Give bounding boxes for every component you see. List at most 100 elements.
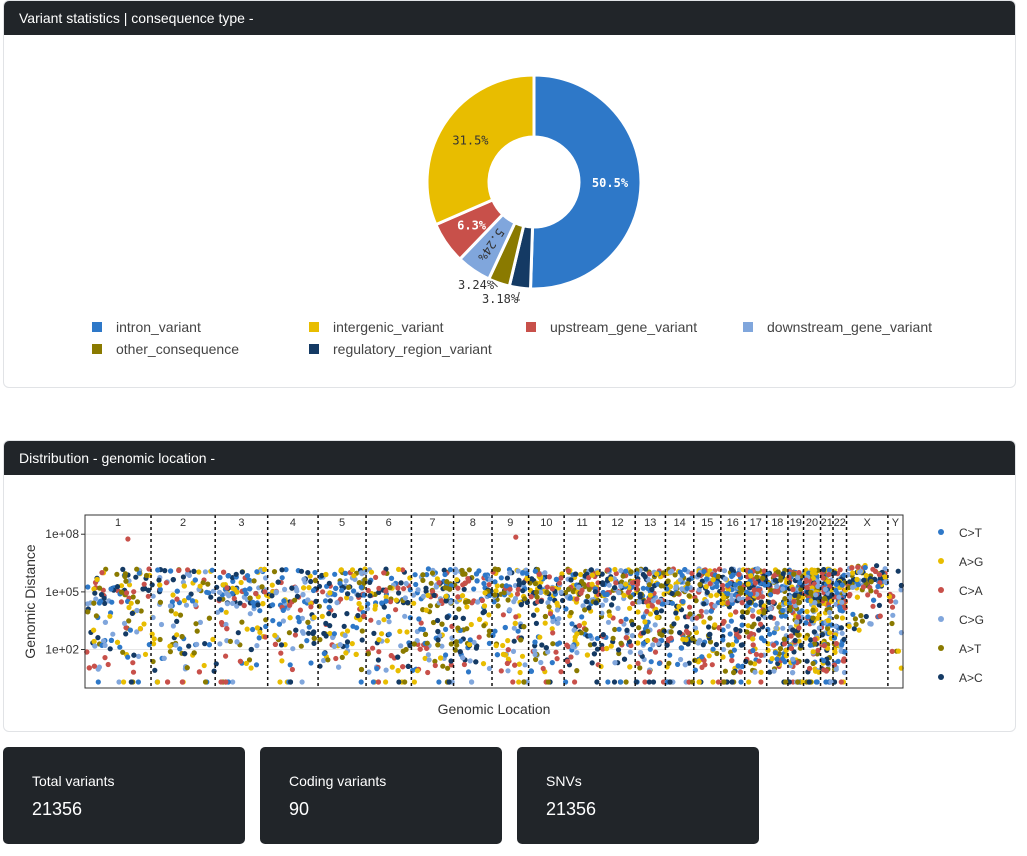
data-point: [627, 649, 633, 655]
data-point: [271, 569, 278, 575]
data-point: [654, 571, 660, 577]
slice-intergenic-variant[interactable]: [425, 73, 536, 227]
total-variants-value: 21356: [32, 799, 83, 819]
data-point: [255, 602, 261, 608]
data-point: [383, 679, 389, 685]
data-point: [771, 630, 777, 636]
legend-item-intron-variant[interactable]: intron_variant: [92, 319, 201, 335]
data-point: [871, 597, 877, 603]
data-point: [821, 643, 828, 649]
data-point: [714, 592, 720, 598]
data-point: [260, 601, 266, 607]
data-point: [439, 621, 445, 627]
data-point: [813, 592, 819, 598]
legend-item-c-t[interactable]: C>T: [938, 526, 983, 540]
total-variants-label: Total variants: [32, 773, 115, 789]
legend-item-c-a[interactable]: C>A: [938, 584, 983, 598]
data-point: [123, 631, 129, 637]
data-point: [623, 568, 629, 574]
data-point: [109, 599, 115, 605]
data-point: [299, 679, 305, 685]
data-point: [815, 583, 821, 589]
data-point: [301, 585, 307, 591]
data-point: [647, 611, 654, 617]
data-point: [371, 630, 377, 636]
data-point: [536, 571, 542, 577]
legend-item-other-consequence[interactable]: other_consequence: [92, 341, 239, 357]
data-point: [655, 599, 661, 605]
legend-item-c-g[interactable]: C>G: [938, 613, 984, 627]
data-point: [233, 571, 239, 577]
data-point: [756, 609, 762, 615]
data-point: [558, 575, 564, 581]
legend-item-upstream-gene-variant[interactable]: upstream_gene_variant: [526, 319, 697, 335]
data-point: [554, 641, 561, 647]
data-point: [298, 568, 305, 574]
data-point: [555, 620, 561, 626]
data-point: [411, 641, 417, 647]
data-point: [102, 600, 108, 606]
data-point: [512, 662, 518, 668]
data-point: [738, 679, 744, 685]
data-point: [342, 570, 348, 576]
data-point: [91, 600, 97, 606]
data-point: [520, 588, 526, 594]
data-point: [513, 614, 519, 620]
data-point: [185, 567, 191, 573]
data-point: [889, 604, 896, 610]
data-point: [287, 602, 293, 608]
legend-item-regulatory-region-variant[interactable]: regulatory_region_variant: [309, 341, 492, 357]
data-point: [790, 670, 796, 676]
data-point: [736, 571, 742, 578]
data-point: [810, 649, 816, 655]
data-point: [152, 667, 158, 673]
legend-item-intergenic-variant[interactable]: intergenic_variant: [309, 319, 444, 335]
legend-item-a-g[interactable]: A>G: [938, 555, 983, 569]
data-point: [522, 662, 528, 668]
chromosome-label-16: 16: [727, 517, 739, 529]
data-point: [338, 567, 344, 573]
data-point: [658, 583, 664, 589]
data-point: [416, 616, 422, 622]
data-point: [549, 586, 556, 592]
data-point: [202, 679, 209, 685]
data-point: [584, 599, 590, 605]
legend-item-a-c[interactable]: A>C: [938, 671, 983, 685]
data-point: [466, 567, 472, 573]
data-point: [774, 656, 780, 662]
slice-intron-variant[interactable]: [528, 73, 643, 291]
data-point: [640, 614, 647, 620]
data-point: [591, 651, 598, 657]
data-point: [433, 584, 439, 590]
data-point: [444, 579, 450, 585]
data-point: [725, 623, 731, 629]
data-point: [635, 609, 641, 615]
data-point: [95, 679, 101, 685]
chromosome-label-17: 17: [750, 517, 762, 529]
data-point: [327, 598, 333, 604]
data-point: [486, 640, 492, 646]
data-point: [774, 583, 780, 589]
data-point: [781, 636, 788, 642]
data-point: [387, 585, 393, 591]
data-point: [116, 679, 122, 685]
data-point: [582, 607, 588, 613]
data-point: [803, 577, 809, 583]
data-point: [272, 632, 278, 638]
legend-item-a-t[interactable]: A>T: [938, 642, 982, 656]
data-point: [771, 573, 777, 579]
data-point: [752, 669, 758, 675]
data-point: [578, 630, 584, 636]
genomic-distribution-card-title: Distribution - genomic location -: [4, 441, 1015, 475]
data-point: [618, 679, 624, 685]
legend-item-downstream-gene-variant[interactable]: downstream_gene_variant: [743, 319, 932, 335]
data-point: [531, 612, 537, 618]
data-point: [758, 599, 764, 605]
data-point: [574, 668, 580, 674]
data-point: [654, 609, 660, 616]
data-point: [710, 679, 716, 685]
data-point: [216, 589, 223, 595]
data-point: [807, 665, 813, 672]
legend-swatch: [92, 344, 102, 354]
x-axis-label: Genomic Location: [438, 701, 551, 717]
